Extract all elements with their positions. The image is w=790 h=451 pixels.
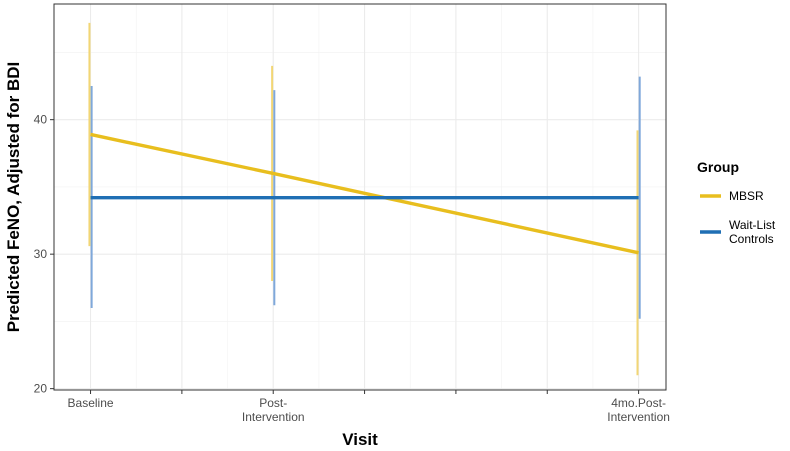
x-tick-label-line: Baseline: [68, 396, 114, 410]
legend: Group MBSR Wait-List Controls: [697, 159, 776, 246]
legend-title: Group: [697, 159, 739, 175]
legend-label-mbsr: MBSR: [729, 189, 764, 203]
legend-label-line: Wait-List: [729, 218, 776, 232]
x-axis: Baseline Post-Intervention4mo.Post-Interv…: [68, 390, 670, 424]
x-tick-label: Baseline: [68, 396, 114, 410]
y-axis-title: Predicted FeNO, Adjusted for BDI: [4, 62, 23, 332]
x-tick-label-line: 4mo.Post-: [611, 396, 666, 410]
x-tick-label: 4mo.Post-Intervention: [607, 396, 670, 424]
legend-label-line: Controls: [729, 232, 774, 246]
x-tick-label-line: Intervention: [607, 410, 670, 424]
x-tick-label: Post-Intervention: [242, 396, 305, 424]
x-tick-label-line: Post-: [259, 396, 287, 410]
y-tick-label: 40: [34, 113, 48, 127]
series-line-mbsr: [90, 132, 639, 255]
y-tick-label: 20: [34, 382, 48, 396]
legend-label-wait-list-controls: Wait-List Controls: [729, 218, 776, 246]
series-lines: [90, 132, 639, 255]
y-tick-label: 30: [34, 247, 48, 261]
x-axis-title: Visit: [342, 430, 378, 449]
legend-label-line: MBSR: [729, 189, 764, 203]
x-tick-label-line: Intervention: [242, 410, 305, 424]
plot-border: [53, 3, 667, 391]
y-axis: 20 30 40: [34, 113, 54, 396]
